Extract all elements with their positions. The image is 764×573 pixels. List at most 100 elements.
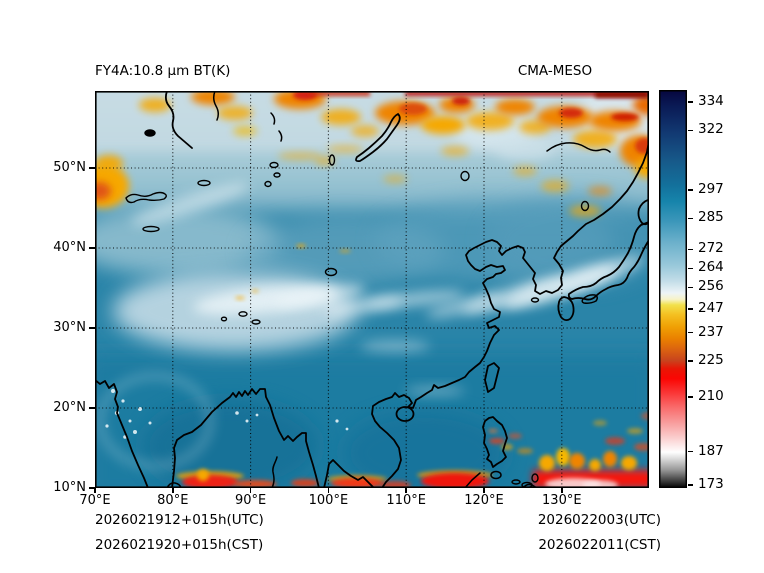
coast-mindoro <box>490 470 502 480</box>
coast-hokkaido <box>637 198 649 226</box>
y-tick-label: 30°N <box>53 320 86 335</box>
coast-india-east-myanmar <box>171 388 320 488</box>
coast-taiwan <box>484 362 500 393</box>
colorbar-tick-label: 237 <box>698 323 724 340</box>
coast-hainan <box>395 406 415 422</box>
colorbar <box>659 90 687 488</box>
lake-balkhash <box>125 191 167 204</box>
y-tick-mark <box>89 247 95 249</box>
lake-hulun <box>460 170 470 182</box>
valid-time-cst: 2026022011(CST) <box>538 537 661 553</box>
coast-shikoku <box>581 294 599 304</box>
river-ob <box>164 91 193 149</box>
river-amur <box>546 142 611 153</box>
river-yenisei <box>212 91 220 121</box>
lake-khovsgol <box>328 154 336 166</box>
lake-baikal <box>355 112 401 163</box>
x-tick-label: 120°E <box>464 493 504 508</box>
coast-andaman <box>271 456 278 488</box>
tropical-convection <box>176 412 649 488</box>
x-tick-label: 90°E <box>234 493 267 508</box>
coast-luzon <box>482 416 508 468</box>
coast-gulf-thailand <box>323 459 375 488</box>
lake-qinghai <box>324 267 338 277</box>
coast-sri-lanka <box>166 482 182 488</box>
init-time-utc: 2026021912+015h(UTC) <box>95 512 264 528</box>
lake-har-us <box>264 180 272 188</box>
coast-samar <box>531 473 539 483</box>
coast-vietnam-china-korea <box>371 140 649 488</box>
colorbar-tick-mark <box>688 286 693 289</box>
lake-khyargas <box>273 172 281 178</box>
colorbar-gradient <box>659 90 687 488</box>
map-border <box>95 91 650 488</box>
graticule <box>95 91 649 488</box>
colorbar-tick-mark <box>688 267 693 270</box>
colorbar-tick-mark <box>688 248 693 251</box>
colorbar-tick-mark <box>688 396 693 398</box>
y-tick-label: 10°N <box>53 480 86 495</box>
x-tick-label: 100°E <box>308 493 349 508</box>
coast-india-west <box>95 379 149 488</box>
colorbar-tick-mark <box>688 360 693 362</box>
lake-issyk-kul <box>142 225 160 233</box>
colorbar-tick-label: 210 <box>698 387 724 404</box>
colorbar-border <box>659 90 687 488</box>
lake-uvs <box>269 161 279 169</box>
y-tick-label: 40°N <box>53 240 86 255</box>
lake-zaysan <box>197 179 211 187</box>
valid-time-utc: 2026022003(UTC) <box>537 512 661 528</box>
lakes-rivers <box>125 91 611 325</box>
x-tick-mark <box>483 488 485 493</box>
x-tick-label: 130°E <box>542 493 582 508</box>
satellite-bt-raster <box>95 91 650 488</box>
colorbar-tick-mark <box>688 308 693 310</box>
coast-visayas-1 <box>511 479 521 485</box>
colorbar-tick-mark <box>688 450 693 453</box>
lake-siberia <box>144 129 156 137</box>
coastlines <box>95 140 649 488</box>
colorbar-tick-mark <box>688 129 693 132</box>
colorbar-tick-mark <box>688 217 693 220</box>
river-siberia-2 <box>270 112 283 142</box>
colorbar-tick-label: 173 <box>698 475 724 492</box>
colorbar-tick-mark <box>688 331 693 334</box>
colorbar-tick-label: 225 <box>698 352 724 369</box>
x-tick-mark <box>405 488 407 493</box>
x-tick-mark <box>561 488 563 493</box>
cumulus-specks <box>105 389 349 439</box>
colorbar-tick-label: 247 <box>698 299 724 316</box>
y-tick-mark <box>89 487 95 489</box>
plot-title-left: FY4A:10.8 μm BT(K) <box>95 63 231 79</box>
colorbar-tick-label: 187 <box>698 442 724 459</box>
lake-nam-co <box>251 319 261 325</box>
y-tick-mark <box>89 407 95 409</box>
x-tick-mark <box>327 488 330 493</box>
colorbar-tick-label: 256 <box>698 278 724 295</box>
colorbar-tick-mark <box>688 484 693 486</box>
y-tick-label: 50°N <box>53 160 86 175</box>
coast-kyushu <box>557 296 575 322</box>
colorbar-tick-label: 272 <box>698 240 724 257</box>
colorbar-tick-label: 264 <box>698 259 724 276</box>
colorbar-tick-label: 334 <box>698 92 724 109</box>
lake-tangra <box>220 316 228 322</box>
x-tick-label: 70°E <box>79 493 111 508</box>
y-tick-mark <box>89 167 95 169</box>
x-tick-mark <box>249 488 252 493</box>
colorbar-tick-mark <box>688 101 693 103</box>
y-tick-mark <box>89 327 95 329</box>
colorbar-tick-label: 297 <box>698 180 724 197</box>
x-tick-label: 110°E <box>386 493 426 508</box>
map-plot <box>95 91 650 488</box>
coast-honshu <box>567 221 649 301</box>
x-tick-mark <box>172 488 174 493</box>
y-tick-label: 20°N <box>53 400 86 415</box>
init-time-cst: 2026021920+015h(CST) <box>95 537 264 553</box>
bt-field-layers <box>95 91 649 488</box>
x-tick-mark <box>94 488 96 493</box>
plot-title-right: CMA-MESO <box>517 63 593 79</box>
colorbar-tick-label: 322 <box>698 121 724 138</box>
x-tick-label: 80°E <box>157 493 189 508</box>
